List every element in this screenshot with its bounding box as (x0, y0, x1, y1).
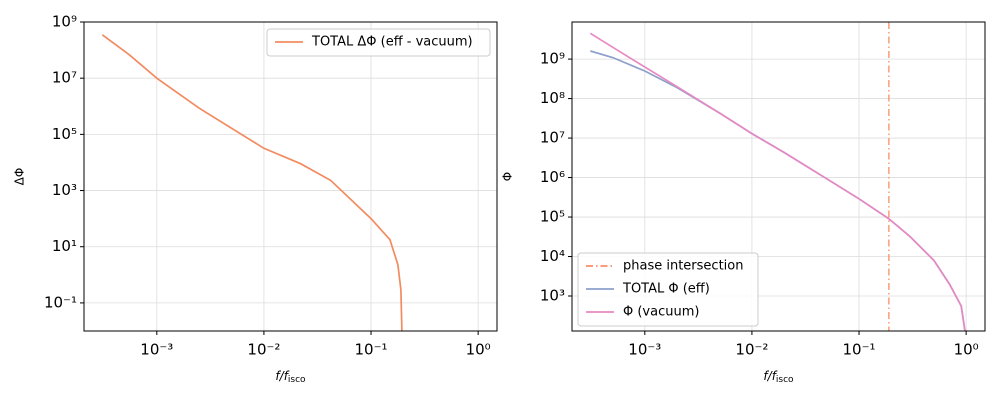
legend-label: TOTAL Φ (eff) (622, 282, 710, 297)
axes-frame (571, 21, 986, 332)
x-tick-label: 10⁰ (466, 341, 491, 359)
x-axis-label-sub: isco (776, 375, 794, 385)
line (589, 32, 966, 331)
subplot: 10⁻³ 10⁻² 10⁻¹ 10⁰ 10⁻¹ 10¹ 10³ 10⁵ 10⁷ 10⁹ f/fisc… (13, 13, 498, 385)
subplot: 10⁻³ 10⁻² 10⁻¹ 10⁰ 10³ 10⁴ 10⁵ 10⁶ 10⁷ 10⁸ 10⁹ f/fi… (501, 21, 986, 385)
y-tick-label: 10⁴ (540, 247, 565, 265)
legend-label: phase intersection (623, 259, 743, 274)
y-tick-label: 10⁹ (540, 50, 565, 68)
y-tick-label: 10³ (52, 181, 77, 199)
y-tick-label: 10⁷ (52, 69, 77, 87)
x-tick-label: 10⁰ (954, 341, 979, 359)
y-tick-label: 10⁵ (540, 208, 565, 226)
y-axis-label: Φ (501, 172, 515, 181)
y-tick-label: 10⁵ (52, 125, 77, 143)
x-axis-label: f/fisco (275, 369, 306, 385)
y-tick-label: 10⁷ (540, 129, 565, 147)
line (101, 34, 403, 331)
legend-box (266, 28, 491, 57)
plot-area (101, 34, 403, 331)
axes-frame (83, 21, 498, 332)
legend-box (577, 252, 759, 327)
x-axis-label-main: f/f (763, 369, 777, 383)
x-tick-label: 10⁻² (735, 341, 768, 359)
y-tick-label: 10³ (540, 287, 565, 305)
y-tick-label: 10⁻¹ (44, 293, 77, 311)
legend-label: TOTAL ΔΦ (eff - vacuum) (311, 35, 473, 50)
y-tick-label: 10¹ (52, 237, 77, 255)
y-tick-label: 10⁶ (540, 168, 565, 186)
y-axis-label: ΔΦ (13, 168, 27, 186)
x-tick-label: 10⁻³ (628, 341, 661, 359)
y-tick-label: 10⁹ (52, 13, 77, 31)
x-axis-label: f/fisco (763, 369, 794, 385)
y-tick-label: 10⁸ (540, 89, 565, 107)
plot-area (589, 22, 966, 331)
x-tick-label: 10⁻³ (140, 341, 173, 359)
x-tick-label: 10⁻² (247, 341, 280, 359)
x-tick-label: 10⁻¹ (843, 341, 876, 359)
legend-label: Φ (vacuum) (623, 305, 699, 320)
x-axis-label-main: f/f (275, 369, 289, 383)
x-axis-label-sub: isco (288, 375, 306, 385)
x-tick-label: 10⁻¹ (355, 341, 388, 359)
